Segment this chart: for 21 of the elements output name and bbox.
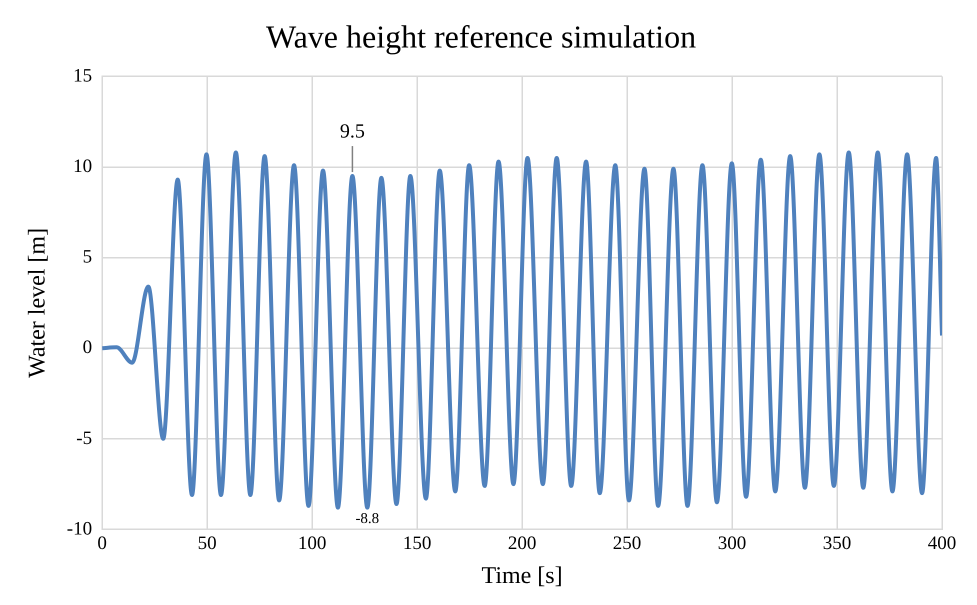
annotation: 9.5 [340,120,365,142]
x-tick-label: 50 [198,532,217,554]
annotation: -8.8 [355,511,380,528]
x-axis-title: Time [s] [481,562,563,589]
x-tick-label: 150 [402,532,432,554]
x-tick-label: 0 [97,532,107,554]
y-tick-label: 0 [82,337,92,358]
y-tick-label: 10 [73,156,92,177]
y-tick-label: 5 [82,246,92,268]
x-tick-label: 300 [718,532,746,554]
x-tick-label: 350 [822,532,852,554]
x-tick-label: 100 [298,532,326,554]
line-series [102,150,942,510]
x-tick-label: 200 [508,532,536,554]
chart-title: Wave height reference simulation [266,18,696,55]
x-tick-label: 400 [928,532,956,554]
y-tick-label: -10 [66,518,92,540]
y-tick-label: 15 [73,65,92,86]
y-tick-label: -5 [76,428,92,449]
x-tick-label: 250 [612,532,642,554]
y-axis-title: Water level [m] [24,228,51,378]
